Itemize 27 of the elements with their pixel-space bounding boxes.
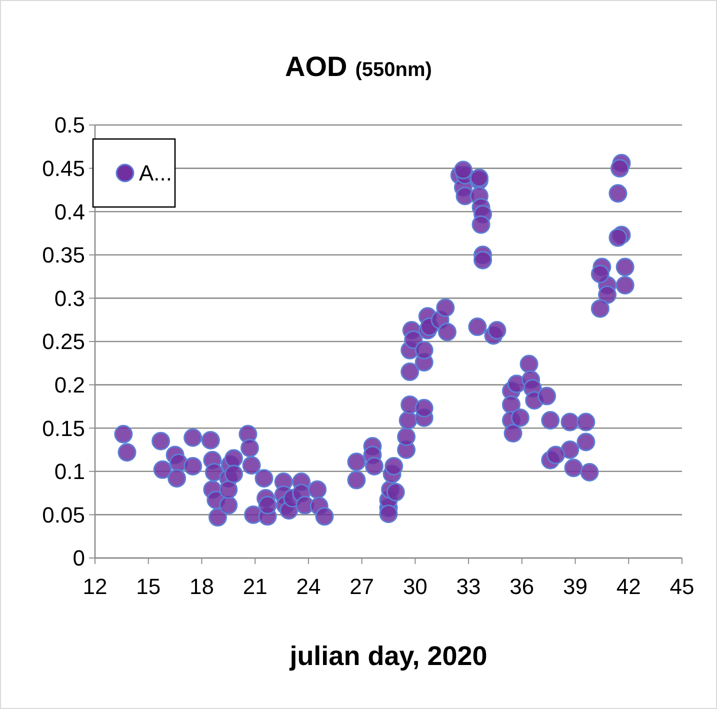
y-tick-label: 0.2 bbox=[54, 372, 85, 398]
x-tick-label: 21 bbox=[242, 574, 268, 599]
chart-subtitle: (550nm) bbox=[355, 59, 432, 81]
y-tick-label: 0.45 bbox=[42, 156, 85, 181]
y-tick-label: 0.25 bbox=[42, 329, 85, 354]
chart-title: AOD bbox=[285, 51, 348, 82]
x-tick-label: 39 bbox=[563, 574, 588, 599]
x-tick-label: 12 bbox=[82, 574, 108, 599]
x-tick-label: 45 bbox=[670, 574, 694, 599]
x-tick-label: 42 bbox=[616, 574, 641, 599]
y-tick-label: 0.3 bbox=[54, 286, 85, 311]
x-tick-label: 27 bbox=[350, 574, 374, 599]
x-tick-label: 33 bbox=[456, 574, 481, 599]
x-tick-label: 18 bbox=[189, 574, 214, 599]
x-tick-label: 24 bbox=[296, 574, 321, 599]
y-tick-label: 0.4 bbox=[54, 199, 85, 224]
x-tick-label: 36 bbox=[510, 574, 534, 599]
legend-label: A... bbox=[139, 160, 172, 186]
y-tick-label: 0 bbox=[72, 546, 85, 571]
y-tick-label: 0.15 bbox=[42, 416, 85, 441]
y-tick-label: 0.05 bbox=[42, 502, 85, 528]
x-axis-title: julian day, 2020 bbox=[288, 641, 488, 671]
y-tick-label: 0.35 bbox=[42, 242, 85, 268]
x-tick-label: 15 bbox=[136, 574, 161, 599]
y-tick-label: 0.5 bbox=[54, 112, 85, 138]
y-tick-label: 0.1 bbox=[54, 459, 85, 484]
x-tick-label: 30 bbox=[402, 574, 428, 599]
